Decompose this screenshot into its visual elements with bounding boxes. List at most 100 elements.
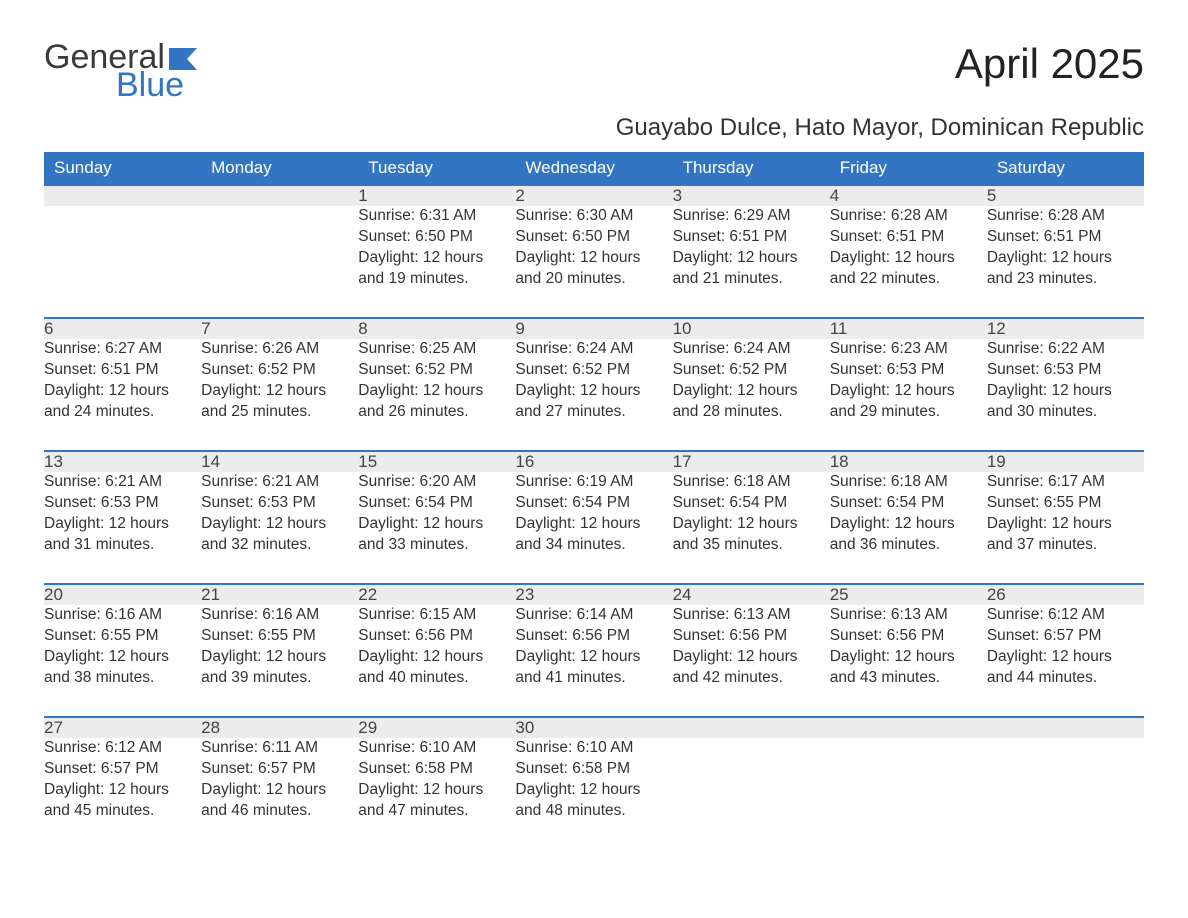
- sunrise-line: Sunrise: 6:21 AM: [44, 472, 201, 493]
- day-number: 28: [201, 718, 220, 737]
- sunset-line: Sunset: 6:50 PM: [515, 227, 672, 248]
- day-number: 30: [515, 718, 534, 737]
- weekday-header: Wednesday: [515, 152, 672, 185]
- day-content-cell: Sunrise: 6:18 AMSunset: 6:54 PMDaylight:…: [673, 472, 830, 584]
- daylight-line-2: and 37 minutes.: [987, 535, 1144, 556]
- day-number-cell: 12: [987, 318, 1144, 339]
- sunrise-line: Sunrise: 6:12 AM: [987, 605, 1144, 626]
- sunset-line: Sunset: 6:57 PM: [201, 759, 358, 780]
- day-content-cell: Sunrise: 6:24 AMSunset: 6:52 PMDaylight:…: [673, 339, 830, 451]
- day-number-cell: 4: [830, 185, 987, 206]
- daylight-line-2: and 29 minutes.: [830, 402, 987, 423]
- sunrise-line: Sunrise: 6:27 AM: [44, 339, 201, 360]
- day-number-cell: 16: [515, 451, 672, 472]
- sunrise-line: Sunrise: 6:24 AM: [673, 339, 830, 360]
- day-content-cell: Sunrise: 6:10 AMSunset: 6:58 PMDaylight:…: [515, 738, 672, 832]
- day-content-cell: Sunrise: 6:18 AMSunset: 6:54 PMDaylight:…: [830, 472, 987, 584]
- sunrise-line: Sunrise: 6:13 AM: [673, 605, 830, 626]
- day-number-cell: 3: [673, 185, 830, 206]
- sunset-line: Sunset: 6:55 PM: [44, 626, 201, 647]
- sunrise-line: Sunrise: 6:31 AM: [358, 206, 515, 227]
- daylight-line-2: and 42 minutes.: [673, 668, 830, 689]
- day-number-cell: 13: [44, 451, 201, 472]
- daylight-line-2: and 30 minutes.: [987, 402, 1144, 423]
- sunset-line: Sunset: 6:57 PM: [44, 759, 201, 780]
- daylight-line-2: and 48 minutes.: [515, 801, 672, 822]
- daylight-line-2: and 33 minutes.: [358, 535, 515, 556]
- day-number: 26: [987, 585, 1006, 604]
- daylight-line-2: and 27 minutes.: [515, 402, 672, 423]
- daylight-line-2: and 31 minutes.: [44, 535, 201, 556]
- week-daynum-row: 13141516171819: [44, 451, 1144, 472]
- day-number-cell: 8: [358, 318, 515, 339]
- day-content-cell: Sunrise: 6:12 AMSunset: 6:57 PMDaylight:…: [987, 605, 1144, 717]
- daylight-line-1: Daylight: 12 hours: [515, 381, 672, 402]
- day-number-cell: 11: [830, 318, 987, 339]
- day-content-cell: Sunrise: 6:25 AMSunset: 6:52 PMDaylight:…: [358, 339, 515, 451]
- day-number-cell: 20: [44, 584, 201, 605]
- daylight-line-2: and 25 minutes.: [201, 402, 358, 423]
- daylight-line-2: and 21 minutes.: [673, 269, 830, 290]
- daylight-line-2: and 41 minutes.: [515, 668, 672, 689]
- week-daynum-row: 6789101112: [44, 318, 1144, 339]
- daylight-line-1: Daylight: 12 hours: [358, 647, 515, 668]
- sunset-line: Sunset: 6:56 PM: [830, 626, 987, 647]
- sunset-line: Sunset: 6:57 PM: [987, 626, 1144, 647]
- daylight-line-2: and 46 minutes.: [201, 801, 358, 822]
- day-number: 11: [830, 319, 848, 338]
- day-number: 9: [515, 319, 524, 338]
- week-daynum-row: 12345: [44, 185, 1144, 206]
- sunset-line: Sunset: 6:56 PM: [673, 626, 830, 647]
- daylight-line-2: and 47 minutes.: [358, 801, 515, 822]
- day-number-cell: [830, 717, 987, 738]
- day-number: 2: [515, 186, 524, 205]
- sunset-line: Sunset: 6:54 PM: [358, 493, 515, 514]
- day-number: 14: [201, 452, 220, 471]
- daylight-line-2: and 45 minutes.: [44, 801, 201, 822]
- day-content-cell: Sunrise: 6:30 AMSunset: 6:50 PMDaylight:…: [515, 206, 672, 318]
- day-content-cell: Sunrise: 6:29 AMSunset: 6:51 PMDaylight:…: [673, 206, 830, 318]
- sunrise-line: Sunrise: 6:16 AM: [44, 605, 201, 626]
- day-content-cell: Sunrise: 6:23 AMSunset: 6:53 PMDaylight:…: [830, 339, 987, 451]
- day-content-cell: Sunrise: 6:22 AMSunset: 6:53 PMDaylight:…: [987, 339, 1144, 451]
- week-content-row: Sunrise: 6:12 AMSunset: 6:57 PMDaylight:…: [44, 738, 1144, 832]
- day-number: 3: [673, 186, 682, 205]
- daylight-line-2: and 32 minutes.: [201, 535, 358, 556]
- day-content-cell: Sunrise: 6:19 AMSunset: 6:54 PMDaylight:…: [515, 472, 672, 584]
- calendar-table: SundayMondayTuesdayWednesdayThursdayFrid…: [44, 152, 1144, 832]
- sunrise-line: Sunrise: 6:18 AM: [830, 472, 987, 493]
- daylight-line-2: and 28 minutes.: [673, 402, 830, 423]
- day-number-cell: 21: [201, 584, 358, 605]
- sunset-line: Sunset: 6:53 PM: [44, 493, 201, 514]
- day-content-cell: Sunrise: 6:15 AMSunset: 6:56 PMDaylight:…: [358, 605, 515, 717]
- day-number-cell: [673, 717, 830, 738]
- day-number-cell: 5: [987, 185, 1144, 206]
- sunset-line: Sunset: 6:53 PM: [987, 360, 1144, 381]
- sunset-line: Sunset: 6:58 PM: [358, 759, 515, 780]
- sunrise-line: Sunrise: 6:12 AM: [44, 738, 201, 759]
- daylight-line-1: Daylight: 12 hours: [515, 248, 672, 269]
- week-content-row: Sunrise: 6:16 AMSunset: 6:55 PMDaylight:…: [44, 605, 1144, 717]
- day-content-cell: Sunrise: 6:27 AMSunset: 6:51 PMDaylight:…: [44, 339, 201, 451]
- sunrise-line: Sunrise: 6:29 AM: [673, 206, 830, 227]
- daylight-line-1: Daylight: 12 hours: [358, 248, 515, 269]
- daylight-line-1: Daylight: 12 hours: [673, 381, 830, 402]
- sunset-line: Sunset: 6:52 PM: [201, 360, 358, 381]
- brand-text-2: Blue: [44, 68, 203, 102]
- day-number: 8: [358, 319, 367, 338]
- day-number-cell: 27: [44, 717, 201, 738]
- daylight-line-1: Daylight: 12 hours: [358, 780, 515, 801]
- daylight-line-1: Daylight: 12 hours: [201, 647, 358, 668]
- day-content-cell: [830, 738, 987, 832]
- daylight-line-2: and 19 minutes.: [358, 269, 515, 290]
- sunrise-line: Sunrise: 6:10 AM: [358, 738, 515, 759]
- day-content-cell: Sunrise: 6:20 AMSunset: 6:54 PMDaylight:…: [358, 472, 515, 584]
- day-number: 13: [44, 452, 63, 471]
- sunset-line: Sunset: 6:51 PM: [44, 360, 201, 381]
- week-content-row: Sunrise: 6:27 AMSunset: 6:51 PM Daylight:…: [44, 339, 1144, 451]
- daylight-line-2: and 44 minutes.: [987, 668, 1144, 689]
- brand-logo: General Blue: [44, 40, 203, 102]
- day-number-cell: 2: [515, 185, 672, 206]
- day-number: 17: [673, 452, 692, 471]
- daylight-line-2: and 36 minutes.: [830, 535, 987, 556]
